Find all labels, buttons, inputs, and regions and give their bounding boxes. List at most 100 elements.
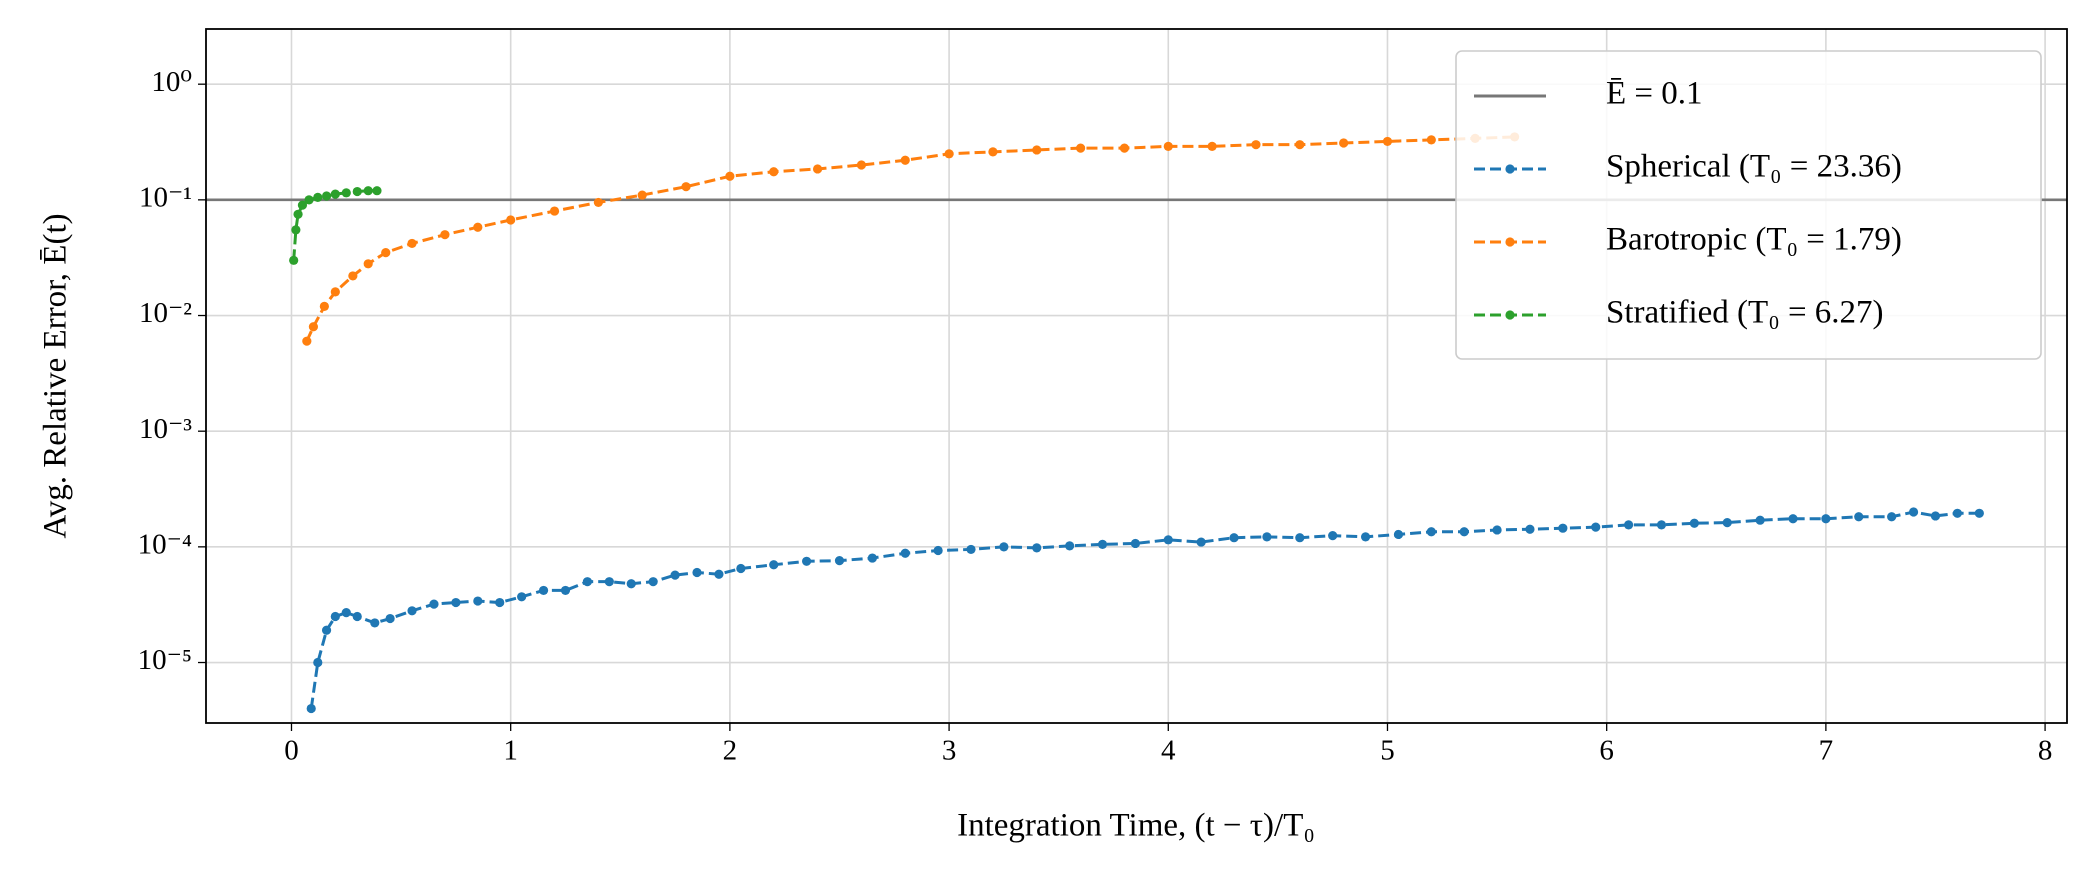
data-point bbox=[1492, 525, 1502, 535]
data-point bbox=[988, 147, 998, 157]
data-point bbox=[900, 155, 910, 165]
data-point bbox=[1854, 512, 1864, 522]
data-point bbox=[1130, 538, 1141, 549]
x-tick-label: 4 bbox=[1161, 735, 1176, 767]
x-tick-label: 7 bbox=[1819, 735, 1834, 767]
data-point bbox=[1788, 514, 1798, 524]
data-point bbox=[330, 189, 340, 199]
series-line bbox=[305, 135, 1515, 342]
x-tick-label: 2 bbox=[723, 735, 738, 767]
data-point bbox=[363, 186, 373, 196]
data-point bbox=[451, 597, 461, 608]
legend-marker bbox=[1505, 164, 1515, 174]
data-point bbox=[1459, 527, 1469, 537]
data-point bbox=[407, 606, 417, 616]
y-axis-label: Avg. Relative Error, Ē(t) bbox=[38, 213, 74, 538]
data-point bbox=[626, 579, 636, 589]
data-point bbox=[1065, 541, 1075, 551]
data-point bbox=[648, 577, 658, 587]
data-point bbox=[293, 209, 303, 219]
data-point bbox=[1821, 514, 1831, 524]
data-point bbox=[289, 255, 299, 265]
data-point bbox=[313, 192, 323, 203]
x-tick-label: 1 bbox=[503, 735, 518, 767]
data-point bbox=[812, 164, 823, 174]
legend-box bbox=[1455, 50, 2042, 360]
x-tick-label: 6 bbox=[1599, 735, 1614, 767]
data-point bbox=[670, 570, 680, 580]
data-point bbox=[1229, 533, 1239, 543]
data-point bbox=[341, 608, 351, 618]
data-point bbox=[867, 553, 877, 563]
data-point bbox=[769, 560, 779, 570]
data-point bbox=[304, 195, 314, 205]
data-point bbox=[291, 225, 301, 235]
data-point bbox=[321, 191, 332, 201]
x-tick-label: 0 bbox=[284, 735, 299, 767]
data-point bbox=[1251, 140, 1261, 150]
data-point bbox=[1689, 518, 1699, 528]
data-point bbox=[834, 556, 845, 566]
data-point bbox=[1196, 537, 1206, 547]
data-point bbox=[725, 171, 735, 181]
x-tick-label: 8 bbox=[2038, 735, 2053, 767]
data-point bbox=[681, 182, 691, 192]
data-point bbox=[306, 703, 316, 714]
data-point bbox=[506, 215, 516, 225]
data-point bbox=[1755, 515, 1765, 525]
data-point bbox=[1887, 512, 1897, 522]
data-point bbox=[1558, 523, 1568, 533]
legend-label: Ē = 0.1 bbox=[1606, 76, 1703, 112]
data-point bbox=[302, 336, 312, 346]
legend-label: Spherical (T₀ = 23.36) bbox=[1606, 149, 1902, 185]
y-tick-label: 10⁻⁵ bbox=[138, 644, 192, 676]
data-point bbox=[1207, 141, 1217, 151]
data-point bbox=[440, 230, 450, 240]
data-point bbox=[593, 197, 603, 208]
data-point bbox=[352, 611, 362, 622]
data-point bbox=[714, 569, 724, 579]
data-point bbox=[1974, 508, 1984, 518]
data-point bbox=[330, 287, 340, 297]
data-point bbox=[473, 596, 483, 606]
data-point bbox=[429, 599, 439, 609]
data-point bbox=[1525, 524, 1535, 534]
data-point bbox=[1382, 136, 1393, 147]
data-point bbox=[1076, 143, 1086, 153]
data-point bbox=[933, 545, 943, 556]
data-point bbox=[330, 611, 340, 622]
data-point bbox=[381, 247, 391, 258]
data-point bbox=[308, 322, 319, 332]
data-point bbox=[999, 542, 1009, 552]
data-point bbox=[321, 625, 332, 635]
data-point bbox=[1393, 529, 1404, 540]
data-point bbox=[582, 577, 593, 587]
data-point bbox=[736, 563, 746, 574]
data-point bbox=[1722, 518, 1732, 528]
plot-area bbox=[206, 132, 2067, 714]
data-point bbox=[692, 567, 702, 578]
data-point bbox=[560, 585, 571, 596]
data-point bbox=[517, 592, 527, 602]
data-point bbox=[1930, 511, 1941, 521]
y-tick-label: 10⁻³ bbox=[139, 413, 192, 445]
x-axis-label: Integration Time, (t − τ)/T₀ bbox=[957, 808, 1315, 844]
data-point bbox=[372, 186, 382, 196]
data-point bbox=[473, 222, 483, 232]
data-point bbox=[319, 301, 329, 311]
data-point bbox=[538, 585, 549, 596]
data-point bbox=[769, 167, 779, 177]
data-point bbox=[1097, 539, 1108, 550]
data-point bbox=[1360, 532, 1371, 542]
data-point bbox=[944, 149, 954, 159]
data-point bbox=[802, 556, 812, 566]
data-point bbox=[1163, 535, 1173, 545]
data-point bbox=[495, 597, 505, 608]
data-point bbox=[900, 548, 910, 558]
data-point bbox=[1262, 532, 1272, 542]
data-point bbox=[1119, 143, 1130, 153]
legend-marker bbox=[1505, 310, 1515, 320]
y-tick-label: 10⁻² bbox=[139, 297, 192, 329]
